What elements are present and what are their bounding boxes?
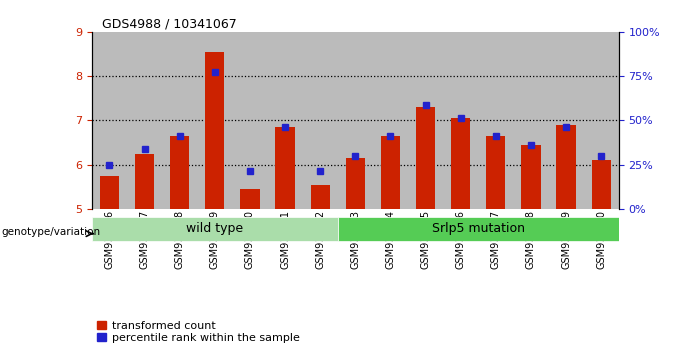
Bar [451,118,471,209]
Bar [205,52,224,209]
Bar [100,176,119,209]
Bar [583,32,619,209]
Bar [522,145,541,209]
Bar [303,32,338,209]
Text: wild type: wild type [186,222,243,235]
Bar [381,136,400,209]
Bar [478,32,513,209]
Text: GDS4988 / 10341067: GDS4988 / 10341067 [103,18,237,31]
Bar [486,136,505,209]
Text: genotype/variation: genotype/variation [1,227,100,237]
Bar [345,158,365,209]
Bar [592,160,611,209]
Text: Srlp5 mutation: Srlp5 mutation [432,222,525,235]
Bar [197,32,233,209]
Bar [373,32,408,209]
Bar [275,127,294,209]
Bar [162,32,197,209]
Bar [135,154,154,209]
Bar [549,32,583,209]
Bar [408,32,443,209]
Bar [416,107,435,209]
Bar [233,32,267,209]
Bar [311,184,330,209]
Legend: transformed count, percentile rank within the sample: transformed count, percentile rank withi… [97,321,300,343]
Bar [267,32,303,209]
Bar [556,125,576,209]
Bar [92,217,338,241]
Bar [240,189,260,209]
Bar [338,32,373,209]
Bar [513,32,549,209]
Bar [127,32,162,209]
Bar [92,32,127,209]
Bar [443,32,478,209]
Bar [338,217,619,241]
Bar [170,136,189,209]
